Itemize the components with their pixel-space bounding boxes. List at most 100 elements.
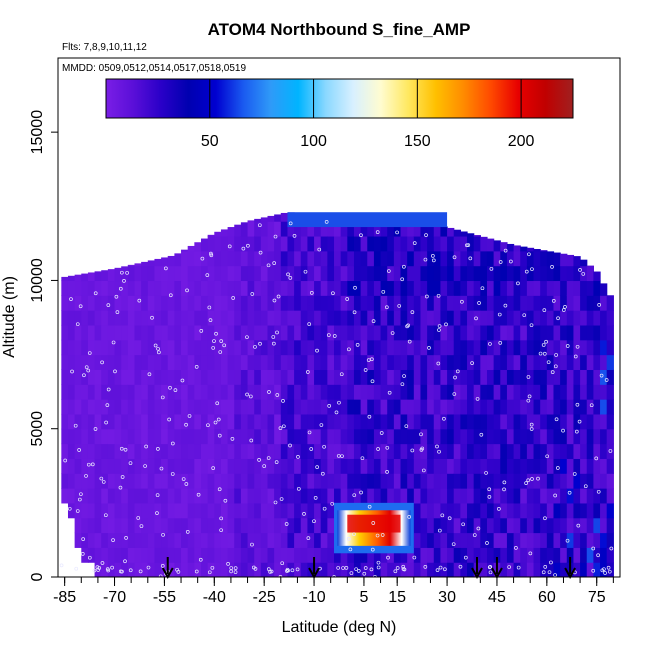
heatmap-cell bbox=[367, 413, 375, 430]
heatmap-cell bbox=[553, 562, 561, 577]
heatmap-cell bbox=[240, 488, 249, 504]
heatmap-cell bbox=[87, 295, 96, 311]
heatmap-cell bbox=[407, 547, 415, 563]
heatmap-cell bbox=[67, 280, 76, 296]
heatmap-cell bbox=[147, 458, 156, 474]
heatmap-cell bbox=[473, 532, 481, 548]
heatmap-cell bbox=[486, 250, 495, 267]
heatmap-cell bbox=[114, 473, 122, 489]
heatmap-cell bbox=[134, 473, 142, 489]
heatmap-cell bbox=[260, 413, 269, 430]
heatmap-cell bbox=[207, 473, 215, 489]
heatmap-cell bbox=[373, 354, 382, 370]
heatmap-cell bbox=[147, 384, 156, 400]
heatmap-cell bbox=[67, 384, 76, 400]
heatmap-cell bbox=[593, 310, 601, 326]
heatmap-cell bbox=[520, 547, 528, 563]
heatmap-cell bbox=[493, 473, 501, 489]
heatmap-cell bbox=[87, 369, 96, 385]
heatmap-cell bbox=[413, 413, 422, 430]
heatmap-cell bbox=[480, 295, 488, 311]
observation-point bbox=[125, 270, 129, 275]
heatmap-cell bbox=[473, 547, 481, 563]
heatmap-cell bbox=[287, 310, 295, 326]
heatmap-cell bbox=[61, 473, 69, 489]
heatmap-cell bbox=[520, 250, 528, 267]
heatmap-cell bbox=[141, 488, 149, 504]
heatmap-cell bbox=[141, 517, 149, 534]
observation-point bbox=[554, 353, 558, 357]
heatmap-cell bbox=[533, 428, 541, 445]
heatmap-cell bbox=[114, 517, 122, 534]
heatmap-cell bbox=[260, 532, 269, 548]
heatmap-cell bbox=[114, 295, 122, 311]
observation-point bbox=[313, 496, 318, 500]
heatmap-cell bbox=[300, 250, 309, 267]
observation-point bbox=[420, 446, 425, 451]
observation-point bbox=[370, 357, 374, 362]
heatmap-cell bbox=[453, 488, 461, 504]
heatmap-cell bbox=[433, 517, 442, 534]
heatmap-cell bbox=[453, 229, 461, 237]
heatmap-cell bbox=[340, 339, 348, 356]
heatmap-cell bbox=[500, 517, 508, 534]
heatmap-cell bbox=[254, 324, 262, 341]
x-tick-label: 75 bbox=[588, 589, 606, 606]
heatmap-cell bbox=[533, 413, 541, 430]
heatmap-cell bbox=[220, 324, 229, 341]
heatmap-cell bbox=[307, 473, 315, 489]
heatmap-cell bbox=[300, 428, 309, 445]
heatmap-cell bbox=[74, 280, 82, 296]
heatmap-cell bbox=[600, 502, 608, 519]
heatmap-cell bbox=[260, 295, 269, 311]
heatmap-cell bbox=[294, 250, 302, 267]
heatmap-cell bbox=[540, 562, 548, 577]
observation-point bbox=[406, 323, 410, 328]
heatmap-cell bbox=[114, 310, 122, 326]
observation-point bbox=[118, 485, 123, 490]
heatmap-cell bbox=[606, 517, 614, 534]
heatmap-cell bbox=[453, 428, 461, 445]
observation-point bbox=[502, 487, 506, 492]
heatmap-cell bbox=[526, 473, 535, 489]
heatmap-cell bbox=[260, 280, 269, 296]
heatmap-cell bbox=[380, 458, 388, 474]
heatmap-cell bbox=[400, 488, 408, 504]
heatmap-cell bbox=[433, 324, 442, 341]
heatmap-cell bbox=[114, 280, 122, 296]
heatmap-cell bbox=[101, 428, 109, 445]
heatmap-cell bbox=[314, 221, 322, 237]
heatmap-cell bbox=[327, 399, 335, 415]
heatmap-cell bbox=[220, 517, 229, 534]
observation-point bbox=[359, 490, 363, 495]
heatmap-cell bbox=[187, 265, 195, 282]
heatmap-cell bbox=[254, 488, 262, 504]
heatmap-cell bbox=[154, 280, 162, 296]
observation-point bbox=[529, 323, 534, 328]
heatmap-cell bbox=[287, 428, 295, 445]
heatmap-cell bbox=[207, 547, 215, 563]
heatmap-cell bbox=[420, 488, 428, 504]
heatmap-cell bbox=[360, 324, 368, 341]
heatmap-cell bbox=[107, 562, 116, 577]
colorbar-tick-label: 50 bbox=[201, 133, 219, 150]
heatmap-cell bbox=[314, 369, 322, 385]
heatmap-cell bbox=[220, 473, 229, 489]
heatmap-cell bbox=[274, 547, 282, 563]
heatmap-cell bbox=[433, 532, 442, 548]
observation-point bbox=[219, 339, 224, 343]
observation-point bbox=[146, 565, 151, 570]
heatmap-cell bbox=[214, 502, 222, 519]
heatmap-cell bbox=[81, 324, 89, 341]
heatmap-cell bbox=[61, 443, 69, 459]
observation-point bbox=[187, 414, 192, 418]
heatmap-cell bbox=[460, 443, 468, 459]
heatmap-cell bbox=[114, 354, 122, 370]
heatmap-cell bbox=[387, 413, 395, 430]
heatmap-cell bbox=[81, 369, 89, 385]
heatmap-cell bbox=[334, 443, 342, 459]
heatmap-cell bbox=[586, 473, 594, 489]
heatmap-cell bbox=[254, 517, 262, 534]
heatmap-cell bbox=[347, 339, 355, 356]
